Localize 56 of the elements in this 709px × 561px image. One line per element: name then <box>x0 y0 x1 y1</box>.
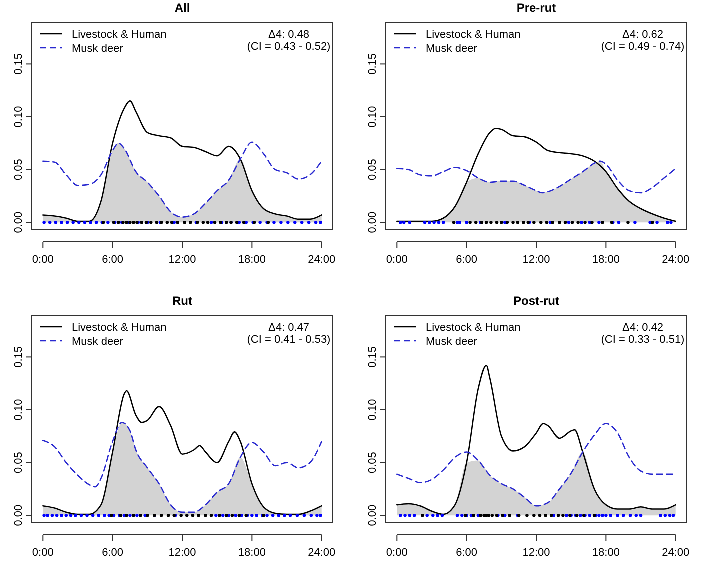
legend-label: Livestock & Human <box>72 29 167 41</box>
annotation: (CI = 0.41 - 0.53) <box>247 334 331 346</box>
x-tick-label: 24:00 <box>308 547 336 559</box>
legend-label: Livestock & Human <box>426 322 521 334</box>
y-tick-label: 0.10 <box>13 106 25 128</box>
x-tick-label: 24:00 <box>662 547 690 559</box>
y-tick-label: 0.00 <box>13 212 25 234</box>
y-tick-label: 0.15 <box>13 53 25 75</box>
annotation: Δ4: 0.42 <box>622 322 664 334</box>
legend-label: Livestock & Human <box>426 29 521 41</box>
y-tick-label: 0.00 <box>367 504 379 526</box>
x-tick-label: 18:00 <box>592 547 620 559</box>
y-tick-label: 0.15 <box>13 346 25 368</box>
x-tick-label: 0:00 <box>32 254 54 266</box>
x-tick-label: 6:00 <box>102 547 124 559</box>
annotation: Δ4: 0.62 <box>622 29 664 41</box>
x-tick-label: 18:00 <box>238 547 266 559</box>
annotation: (CI = 0.43 - 0.52) <box>247 41 331 53</box>
y-tick-label: 0.10 <box>367 399 379 421</box>
y-tick-label: 0.05 <box>367 159 379 181</box>
x-tick-label: 12:00 <box>168 254 196 266</box>
x-tick-label: 0:00 <box>32 547 54 559</box>
chart-title: All <box>174 1 190 15</box>
x-tick-label: 24:00 <box>662 254 690 266</box>
legend-label: Musk deer <box>426 336 478 348</box>
y-tick-label: 0.05 <box>13 452 25 474</box>
x-tick-label: 18:00 <box>592 254 620 266</box>
x-tick-label: 6:00 <box>102 254 124 266</box>
annotation: (CI = 0.33 - 0.51) <box>601 334 685 346</box>
x-tick-label: 24:00 <box>308 254 336 266</box>
y-tick-label: 0.10 <box>367 106 379 128</box>
y-tick-label: 0.15 <box>367 346 379 368</box>
y-tick-label: 0.00 <box>367 212 379 234</box>
y-tick-label: 0.00 <box>13 504 25 526</box>
legend-label: Musk deer <box>72 43 124 55</box>
y-tick-label: 0.05 <box>13 159 25 181</box>
y-tick-label: 0.15 <box>367 53 379 75</box>
annotation: Δ4: 0.47 <box>268 322 310 334</box>
x-tick-label: 0:00 <box>386 254 408 266</box>
y-tick-label: 0.05 <box>367 452 379 474</box>
chart-title: Post-rut <box>514 294 560 308</box>
x-tick-label: 0:00 <box>386 547 408 559</box>
x-tick-label: 12:00 <box>168 547 196 559</box>
chart-title: Rut <box>172 294 192 308</box>
y-tick-label: 0.10 <box>13 399 25 421</box>
chart-title: Pre-rut <box>516 1 556 15</box>
legend-label: Livestock & Human <box>72 322 167 334</box>
x-tick-label: 12:00 <box>522 254 550 266</box>
annotation: (CI = 0.49 - 0.74) <box>601 41 685 53</box>
annotation: Δ4: 0.48 <box>268 29 310 41</box>
x-tick-label: 6:00 <box>456 547 478 559</box>
legend-label: Musk deer <box>426 43 478 55</box>
legend-label: Musk deer <box>72 336 124 348</box>
x-tick-label: 6:00 <box>456 254 478 266</box>
x-tick-label: 18:00 <box>238 254 266 266</box>
x-tick-label: 12:00 <box>522 547 550 559</box>
